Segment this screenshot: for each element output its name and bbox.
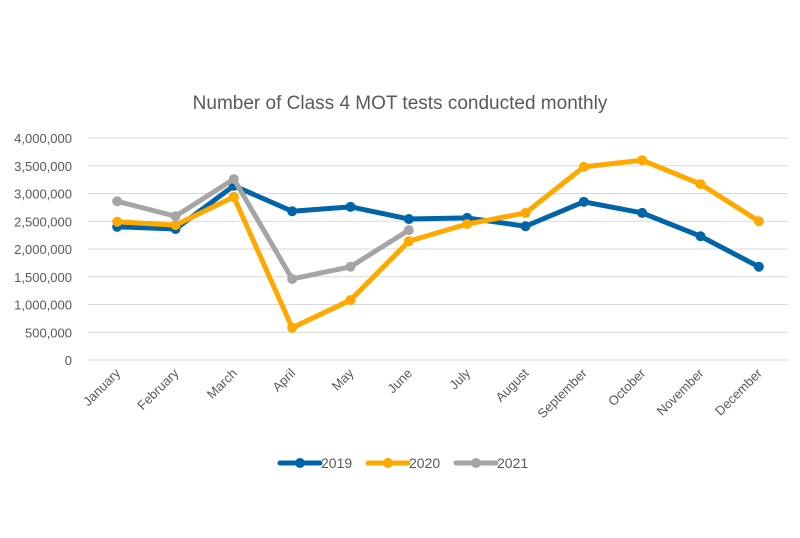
legend-label: 2019 xyxy=(321,455,352,471)
y-tick-label: 3,500,000 xyxy=(14,159,72,174)
x-tick-label: April xyxy=(269,365,298,394)
data-point xyxy=(228,191,239,202)
x-tick-label: July xyxy=(446,365,473,392)
data-point xyxy=(403,225,414,236)
y-tick-label: 0 xyxy=(65,353,72,368)
data-point xyxy=(112,196,123,207)
data-point xyxy=(695,179,706,190)
data-point xyxy=(578,196,589,207)
data-point xyxy=(228,174,239,185)
data-point xyxy=(578,161,589,172)
x-tick-label: January xyxy=(80,365,124,409)
data-point xyxy=(345,295,356,306)
data-point xyxy=(345,261,356,272)
data-point xyxy=(287,322,298,333)
data-point xyxy=(520,207,531,218)
data-point xyxy=(403,214,414,225)
data-point xyxy=(287,206,298,217)
data-point xyxy=(345,201,356,212)
x-tick-label: October xyxy=(605,365,649,409)
data-point xyxy=(112,216,123,227)
data-point xyxy=(403,236,414,247)
legend-item-2020: 2020 xyxy=(365,455,440,471)
y-tick-label: 2,000,000 xyxy=(14,242,72,257)
x-tick-label: August xyxy=(492,365,531,404)
chart-title: Number of Class 4 MOT tests conducted mo… xyxy=(193,93,608,114)
data-point xyxy=(287,273,298,284)
x-tick-label: February xyxy=(134,365,182,413)
x-tick-label: November xyxy=(654,365,707,418)
data-point xyxy=(753,216,764,227)
legend-item-2021: 2021 xyxy=(453,455,528,471)
data-point xyxy=(170,220,181,231)
data-point xyxy=(520,221,531,232)
data-point xyxy=(753,261,764,272)
y-tick-label: 1,000,000 xyxy=(14,298,72,313)
data-point xyxy=(637,155,648,166)
x-tick-label: May xyxy=(329,365,357,393)
data-point xyxy=(462,219,473,230)
x-tick-label: December xyxy=(712,365,765,418)
series-line xyxy=(117,157,761,331)
x-tick-label: September xyxy=(534,365,590,421)
y-tick-label: 1,500,000 xyxy=(14,270,72,285)
series-2020 xyxy=(112,155,764,333)
data-point xyxy=(695,231,706,242)
series-line xyxy=(116,176,411,282)
y-tick-label: 3,000,000 xyxy=(14,187,72,202)
legend-item-2019: 2019 xyxy=(277,455,352,471)
data-point xyxy=(170,211,181,222)
y-tick-label: 2,500,000 xyxy=(14,214,72,229)
data-point xyxy=(637,207,648,218)
series-2021 xyxy=(112,174,414,284)
x-tick-label: March xyxy=(204,366,240,402)
legend-label: 2020 xyxy=(409,455,440,471)
y-tick-label: 4,000,000 xyxy=(14,131,72,146)
series-line xyxy=(117,183,760,269)
x-tick-label: June xyxy=(384,366,415,397)
y-tick-label: 500,000 xyxy=(25,325,72,340)
legend-label: 2021 xyxy=(497,455,528,471)
